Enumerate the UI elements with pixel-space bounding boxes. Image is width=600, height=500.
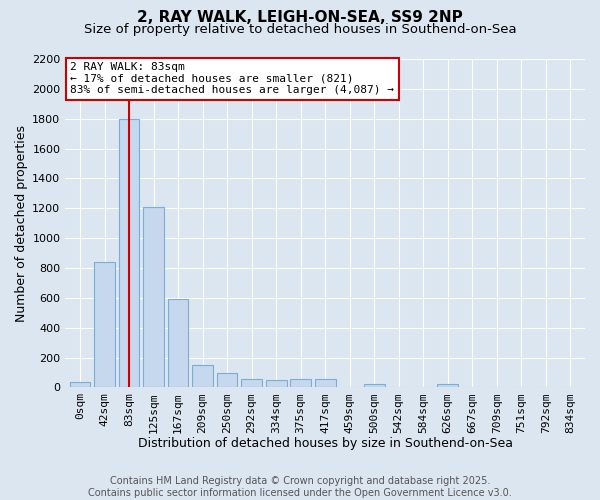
Bar: [241, 380, 262, 388]
Bar: [94, 262, 115, 388]
Bar: [290, 378, 311, 388]
Bar: [217, 372, 238, 388]
Text: Contains HM Land Registry data © Crown copyright and database right 2025.
Contai: Contains HM Land Registry data © Crown c…: [88, 476, 512, 498]
Bar: [143, 207, 164, 388]
Text: 2, RAY WALK, LEIGH-ON-SEA, SS9 2NP: 2, RAY WALK, LEIGH-ON-SEA, SS9 2NP: [137, 10, 463, 25]
Bar: [192, 365, 213, 388]
Bar: [70, 382, 91, 388]
Bar: [437, 384, 458, 388]
Bar: [315, 378, 335, 388]
Text: Size of property relative to detached houses in Southend-on-Sea: Size of property relative to detached ho…: [83, 22, 517, 36]
Bar: [266, 380, 287, 388]
Bar: [364, 384, 385, 388]
Bar: [119, 118, 139, 388]
Text: 2 RAY WALK: 83sqm
← 17% of detached houses are smaller (821)
83% of semi-detache: 2 RAY WALK: 83sqm ← 17% of detached hous…: [70, 62, 394, 96]
Bar: [167, 300, 188, 388]
X-axis label: Distribution of detached houses by size in Southend-on-Sea: Distribution of detached houses by size …: [137, 437, 512, 450]
Y-axis label: Number of detached properties: Number of detached properties: [15, 124, 28, 322]
